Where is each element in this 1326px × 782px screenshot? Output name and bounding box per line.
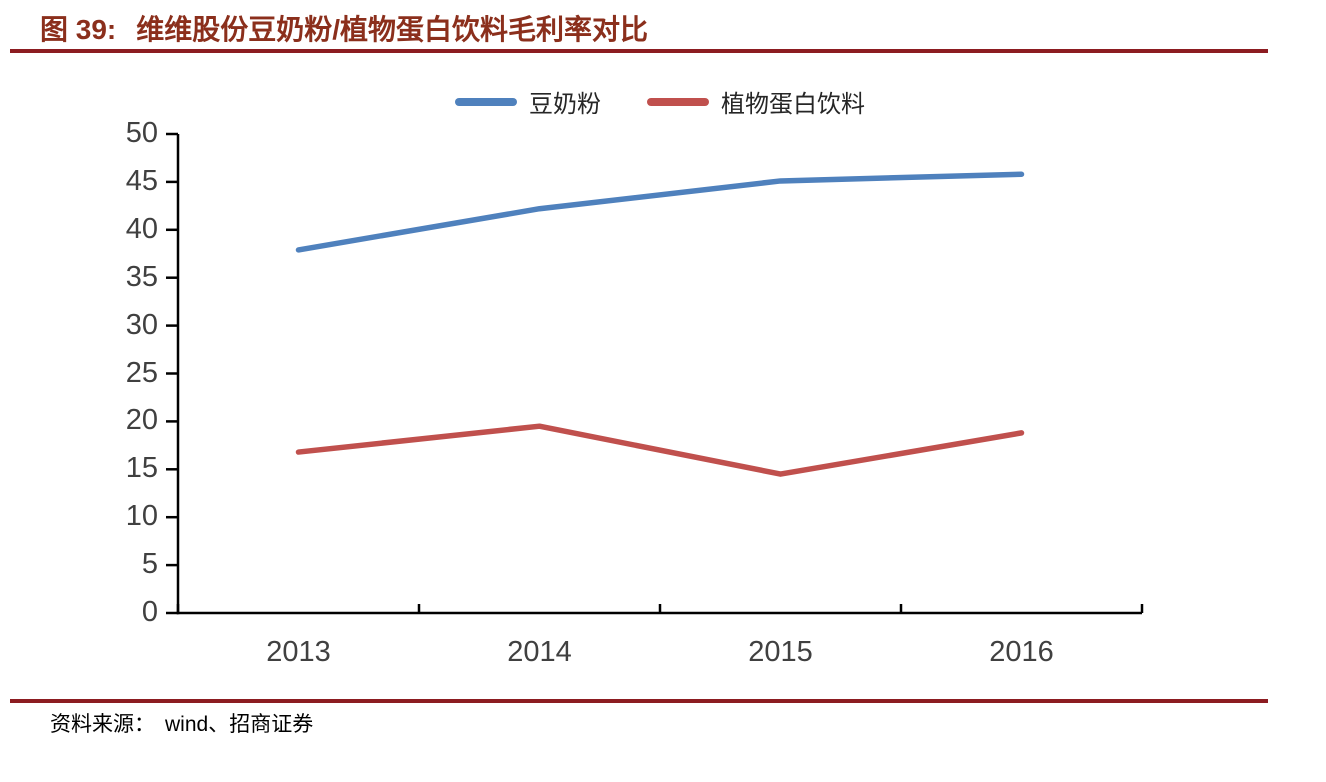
y-tick-label: 35 <box>125 260 158 293</box>
legend-line-icon <box>455 97 517 106</box>
legend-item: 植物蛋白饮料 <box>647 84 865 119</box>
y-tick-label: 30 <box>125 308 158 341</box>
x-tick-label: 2014 <box>507 636 572 668</box>
x-tick-label: 2013 <box>266 636 331 668</box>
series-line-植物蛋白饮料 <box>295 423 1025 477</box>
title-divider <box>10 49 1268 53</box>
legend-label: 植物蛋白饮料 <box>721 91 865 118</box>
series-line-豆奶粉 <box>295 171 1025 253</box>
figure-title: 图 39: 维维股份豆奶粉/植物蛋白饮料毛利率对比 <box>40 8 648 48</box>
source-text: wind、招商证券 <box>165 713 314 736</box>
x-tick-label: 2015 <box>748 636 813 668</box>
figure-number-label: 图 39: <box>40 14 117 45</box>
source-label: 资料来源： <box>50 713 155 736</box>
y-tick-label: 0 <box>141 596 158 628</box>
y-tick-label: 45 <box>125 164 158 197</box>
y-tick-label: 25 <box>125 356 158 389</box>
figure-title-text: 维维股份豆奶粉/植物蛋白饮料毛利率对比 <box>136 14 649 45</box>
y-tick-label: 15 <box>125 452 158 485</box>
x-tick-label: 2016 <box>989 636 1054 668</box>
y-tick-label: 10 <box>125 500 158 533</box>
y-tick-label: 40 <box>125 212 158 245</box>
chart-legend: 豆奶粉 植物蛋白饮料 <box>178 84 1142 119</box>
source-note: 资料来源： wind、招商证券 <box>50 708 313 738</box>
legend-item: 豆奶粉 <box>455 84 601 119</box>
legend-label: 豆奶粉 <box>529 91 601 118</box>
footer-divider <box>10 699 1268 703</box>
y-tick-label: 5 <box>141 548 158 581</box>
legend-line-icon <box>647 97 709 106</box>
y-tick-label: 50 <box>125 117 158 149</box>
y-tick-label: 20 <box>125 404 158 437</box>
